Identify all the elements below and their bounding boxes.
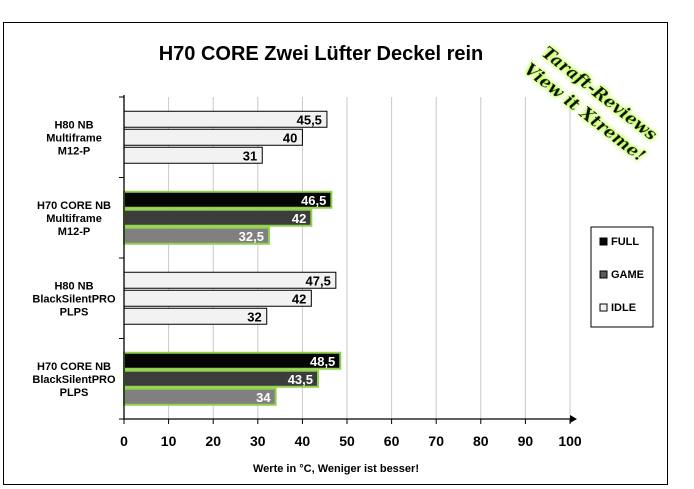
x-tick-label: 30 <box>250 433 266 449</box>
x-tick-label: 90 <box>518 433 534 449</box>
data-label: 43,5 <box>288 372 313 387</box>
legend-label: GAME <box>611 269 644 281</box>
x-tick-label: 50 <box>339 433 355 449</box>
data-label: 31 <box>243 148 257 163</box>
category-label: H80 NB BlackSilentPRO PLPS <box>32 280 116 318</box>
legend-swatch <box>599 237 608 246</box>
bar <box>123 271 337 289</box>
data-label: 34 <box>256 390 271 405</box>
x-tick-label: 70 <box>428 433 444 449</box>
bar <box>123 289 312 307</box>
data-label: 46,5 <box>301 193 326 208</box>
data-label: 32,5 <box>239 229 264 244</box>
data-label: 40 <box>283 130 297 145</box>
x-tick-label: 10 <box>161 433 177 449</box>
category-label: H80 NB Multiframe M12-P <box>46 119 102 157</box>
x-tick-label: 40 <box>295 433 311 449</box>
bar <box>123 351 342 370</box>
data-label: 45,5 <box>297 112 322 127</box>
chart-frame: 45,5 40 31 46,5 42 32,5 47,5 42 32 48,5 43,5 34 0 10… <box>3 22 668 485</box>
data-label: 47,5 <box>306 273 331 288</box>
x-axis-label: Werte in °C, Weniger ist besser! <box>253 463 419 475</box>
category-label: H70 CORE NB BlackSilentPRO PLPS <box>32 361 116 399</box>
legend-label: IDLE <box>611 302 636 314</box>
x-tick-label: 100 <box>558 433 582 449</box>
x-tick-label: 60 <box>384 433 400 449</box>
x-tick-label: 0 <box>120 433 128 449</box>
bar <box>123 208 313 227</box>
legend-swatch <box>599 303 608 312</box>
x-axis-arrow <box>570 415 577 423</box>
data-label: 42 <box>292 291 306 306</box>
category-label: H70 CORE NB Multiframe M12-P <box>37 200 111 238</box>
x-tick-labels: 0 10 20 30 40 50 60 70 80 90 100 <box>120 433 582 449</box>
bar <box>123 146 263 164</box>
category-labels: H80 NB Multiframe M12-P H70 CORE NB Multifra… <box>32 119 116 399</box>
data-label: 42 <box>292 211 306 226</box>
legend: FULL GAME IDLE <box>590 226 654 328</box>
x-tick-label: 80 <box>473 433 489 449</box>
chart-title: H70 CORE Zwei Lüfter Deckel rein <box>159 43 484 65</box>
bar <box>123 128 303 146</box>
data-label: 32 <box>247 309 261 324</box>
bar <box>123 387 277 406</box>
x-tick-label: 20 <box>205 433 221 449</box>
legend-swatch <box>599 270 608 279</box>
legend-label: FULL <box>611 236 639 248</box>
axes <box>119 95 577 424</box>
bar <box>123 307 268 325</box>
data-label: 48,5 <box>310 354 335 369</box>
